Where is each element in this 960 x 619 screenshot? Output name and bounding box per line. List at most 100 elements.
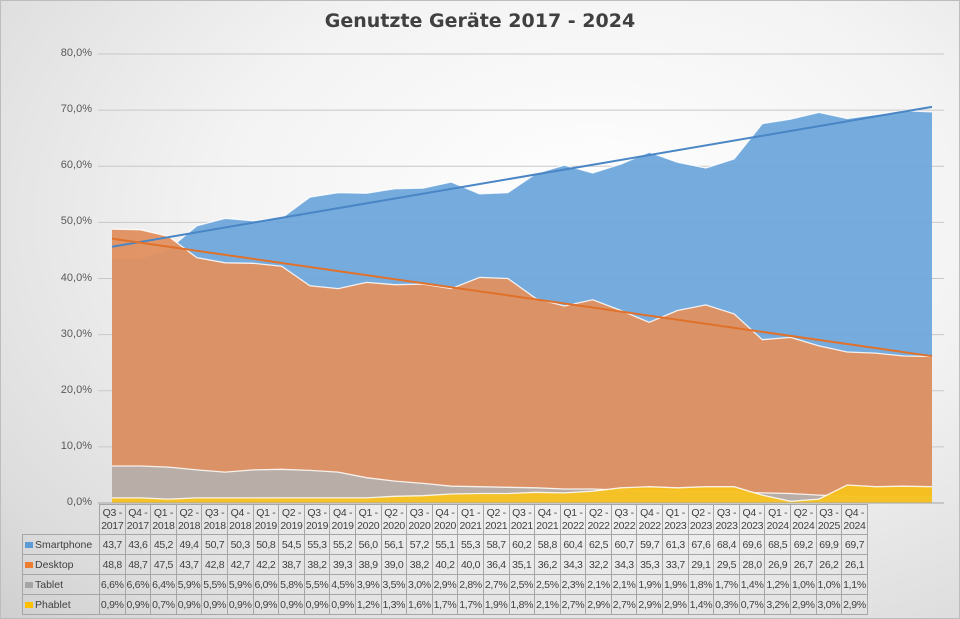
table-cell: 55,1 xyxy=(431,534,459,555)
table-cell: 3,9% xyxy=(354,574,382,595)
category-header: Q1 -2019 xyxy=(252,504,280,535)
category-header: Q2 -2018 xyxy=(175,504,203,535)
table-cell: 55,2 xyxy=(329,534,356,555)
table-cell: 6,6% xyxy=(124,574,152,595)
table-cell: 60,2 xyxy=(508,534,536,555)
phablet-edge xyxy=(112,484,933,502)
category-header: Q1 -2023 xyxy=(662,504,689,535)
table-cell: 0,7% xyxy=(738,594,766,615)
table-cell: 2,9% xyxy=(431,574,459,595)
table-cell: 35,1 xyxy=(508,554,536,575)
table-cell: 34,3 xyxy=(610,554,638,575)
desktop-edge xyxy=(111,228,933,358)
table-cell: 1,9% xyxy=(482,594,510,615)
desktop-trendline xyxy=(111,237,933,358)
table-cell: 59,7 xyxy=(636,534,664,555)
table-cell: 40,0 xyxy=(457,554,484,575)
smartphone-trendline xyxy=(111,105,933,248)
table-cell: 0,9% xyxy=(303,594,331,615)
table-cell: 0,9% xyxy=(278,594,305,615)
table-cell: 67,6 xyxy=(687,534,715,555)
table-cell: 43,7 xyxy=(175,554,203,575)
category-header: Q4 -2024 xyxy=(841,504,868,535)
table-cell: 1,2% xyxy=(764,574,792,595)
legend-desktop: Desktop xyxy=(22,554,100,575)
table-cell: 3,5% xyxy=(380,574,408,595)
category-header: Q3 -2019 xyxy=(303,504,331,535)
table-cell: 42,7 xyxy=(226,554,254,575)
table-cell: 57,2 xyxy=(406,534,433,555)
category-header: Q4 -2019 xyxy=(329,504,356,535)
chart-title: Genutzte Geräte 2017 - 2024 xyxy=(324,10,636,32)
table-cell: 1,4% xyxy=(738,574,766,595)
table-cell: 0,9% xyxy=(329,594,356,615)
table-cell: 0,9% xyxy=(252,594,280,615)
table-cell: 28,0 xyxy=(738,554,766,575)
table-cell: 2,9% xyxy=(662,594,689,615)
y-tick-label: 40,0% xyxy=(60,271,92,284)
table-cell: 56,0 xyxy=(354,534,382,555)
table-cell: 2,5% xyxy=(534,574,561,595)
y-tick-label: 20,0% xyxy=(60,383,92,396)
table-cell: 5,9% xyxy=(226,574,254,595)
category-header: Q3 -2025 xyxy=(815,504,843,535)
table-cell: 69,9 xyxy=(815,534,843,555)
table-cell: 38,9 xyxy=(354,554,382,575)
table-cell: 43,6 xyxy=(124,534,152,555)
table-row: Phablet 0,9% 0,9% 0,7% 0,9% 0,9% 0,9% 0,9% 0,9% 0… xyxy=(22,594,868,615)
category-header: Q2 -2022 xyxy=(585,504,612,535)
table-cell: 40,2 xyxy=(431,554,459,575)
table-cell: 55,3 xyxy=(457,534,484,555)
table-cell: 0,9% xyxy=(226,594,254,615)
table-cell: 36,4 xyxy=(482,554,510,575)
table-cell: 2,9% xyxy=(841,594,868,615)
category-header: Q3 -2020 xyxy=(406,504,433,535)
table-cell: 50,8 xyxy=(252,534,280,555)
table-cell: 1,2% xyxy=(354,594,382,615)
table-cell: 50,7 xyxy=(201,534,228,555)
category-header: Q1 -2024 xyxy=(764,504,792,535)
table-row: Smartphone 43,7 43,6 45,2 49,4 50,7 50,3 50,8 54… xyxy=(22,534,868,555)
table-cell: 32,2 xyxy=(585,554,612,575)
table-cell: 60,7 xyxy=(610,534,638,555)
category-header: Q2 -2021 xyxy=(482,504,510,535)
table-cell: 29,5 xyxy=(713,554,740,575)
table-cell: 60,4 xyxy=(559,534,587,555)
table-cell: 69,7 xyxy=(841,534,868,555)
table-cell: 54,5 xyxy=(278,534,305,555)
table-cell: 49,4 xyxy=(175,534,203,555)
y-tick-label: 70,0% xyxy=(60,103,92,116)
table-cell: 26,2 xyxy=(815,554,843,575)
legend-smartphone: Smartphone xyxy=(22,534,100,555)
table-row: Tablet 6,6% 6,6% 6,4% 5,9% 5,5% 5,9% 6,0% 5,8% 5,… xyxy=(22,574,868,595)
category-header: Q1 -2018 xyxy=(150,504,177,535)
table-cell: 2,7% xyxy=(482,574,510,595)
table-cell: 1,7% xyxy=(431,594,459,615)
table-cell: 2,9% xyxy=(790,594,817,615)
category-header: Q4 -2022 xyxy=(636,504,664,535)
table-cell: 1,4% xyxy=(687,594,715,615)
table-cell: 1,7% xyxy=(713,574,740,595)
table-cell: 39,0 xyxy=(380,554,408,575)
category-header: Q3 -2023 xyxy=(713,504,740,535)
table-cell: 3,0% xyxy=(815,594,843,615)
table-cell: 1,6% xyxy=(406,594,433,615)
table-cell: 2,3% xyxy=(559,574,587,595)
table-cell: 6,6% xyxy=(99,574,126,595)
category-header: Q4 -2018 xyxy=(226,504,254,535)
table-cell: 5,9% xyxy=(175,574,203,595)
legend-swatch-icon xyxy=(25,561,33,568)
table-cell: 62,5 xyxy=(585,534,612,555)
legend-swatch-icon xyxy=(25,581,33,588)
table-cell: 35,3 xyxy=(636,554,664,575)
category-header: Q2 -2024 xyxy=(790,504,817,535)
table-cell: 36,2 xyxy=(534,554,561,575)
table-cell: 4,5% xyxy=(329,574,356,595)
table-cell: 68,5 xyxy=(764,534,792,555)
table-cell: 2,7% xyxy=(610,594,638,615)
category-header: Q3 -2018 xyxy=(201,504,228,535)
table-cell: 1,8% xyxy=(687,574,715,595)
table-cell: 0,9% xyxy=(99,594,126,615)
desktop-area xyxy=(112,229,932,503)
